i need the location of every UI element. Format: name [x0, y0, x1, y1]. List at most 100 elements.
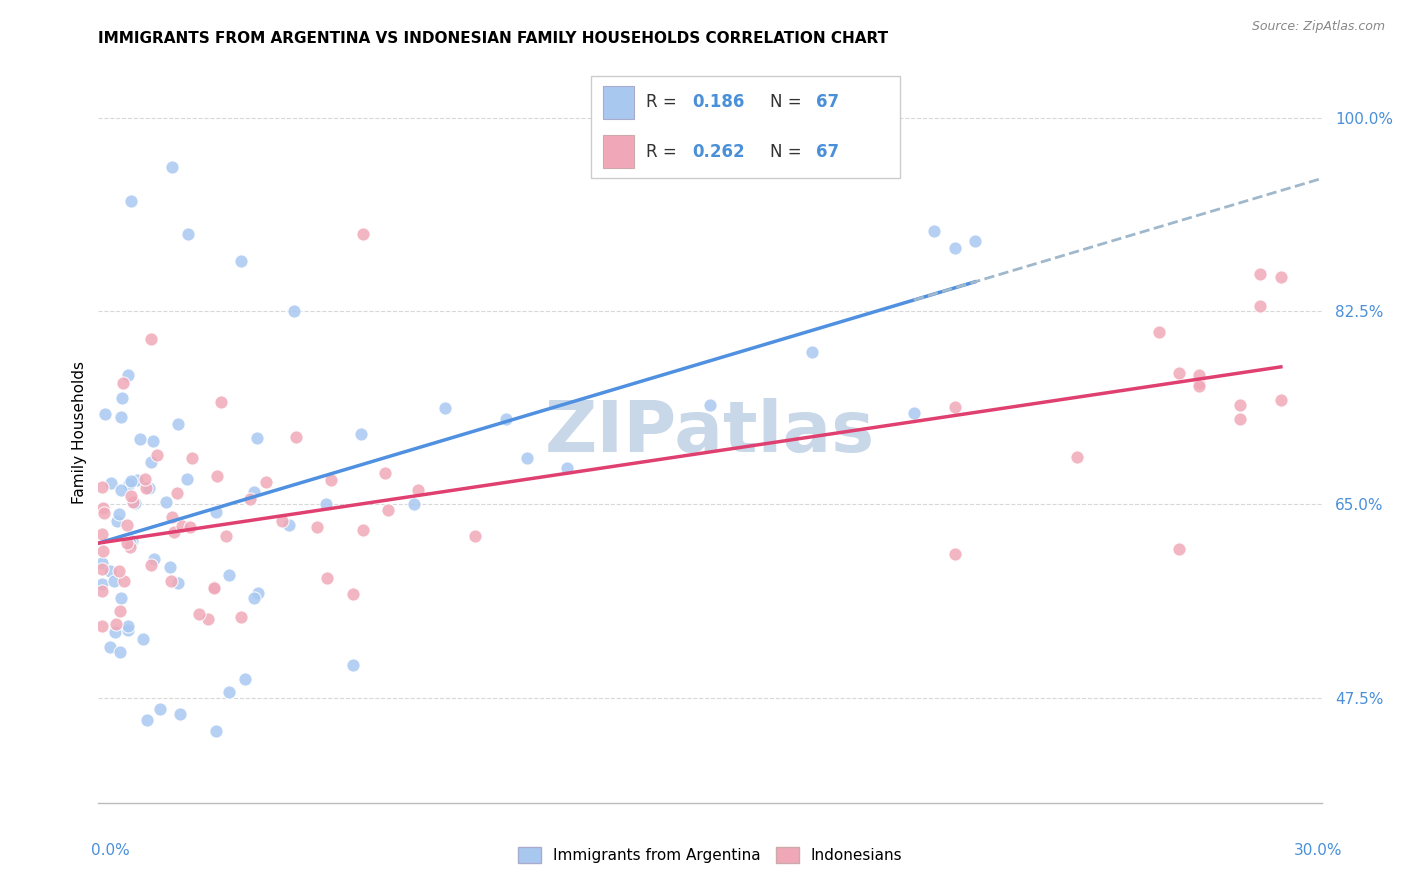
- Text: 67: 67: [817, 94, 839, 112]
- Text: IMMIGRANTS FROM ARGENTINA VS INDONESIAN FAMILY HOUSEHOLDS CORRELATION CHART: IMMIGRANTS FROM ARGENTINA VS INDONESIAN …: [98, 31, 889, 46]
- Point: [129, 432, 152, 446]
- Point: [943, 400, 966, 414]
- Point: [117, 619, 139, 633]
- Point: [218, 685, 240, 699]
- Point: [231, 254, 253, 268]
- Point: [965, 235, 987, 249]
- Point: [120, 194, 142, 208]
- Point: [120, 474, 142, 488]
- Point: [155, 495, 177, 509]
- Point: [283, 304, 305, 318]
- Point: [115, 517, 138, 532]
- Point: [1066, 450, 1088, 464]
- Point: [242, 484, 264, 499]
- Point: [91, 583, 114, 598]
- Point: [404, 498, 426, 512]
- Bar: [603, 136, 634, 168]
- Point: [188, 607, 211, 621]
- Point: [108, 604, 131, 618]
- Point: [1229, 398, 1251, 412]
- Point: [1270, 393, 1292, 408]
- Point: [231, 609, 253, 624]
- Point: [105, 514, 128, 528]
- Point: [104, 624, 127, 639]
- Point: [139, 454, 162, 468]
- Point: [204, 724, 226, 739]
- Point: [1147, 325, 1170, 339]
- Text: ZIPatlas: ZIPatlas: [546, 398, 875, 467]
- Point: [315, 497, 337, 511]
- Point: [134, 472, 156, 486]
- Point: [270, 514, 292, 528]
- Point: [495, 411, 517, 425]
- Point: [801, 345, 824, 359]
- Point: [342, 587, 364, 601]
- Point: [121, 495, 143, 509]
- Point: [202, 581, 225, 595]
- Point: [1249, 299, 1271, 313]
- Point: [243, 591, 266, 605]
- Point: [127, 473, 149, 487]
- Point: [166, 485, 188, 500]
- Bar: [603, 87, 634, 119]
- Point: [132, 632, 155, 647]
- Point: [141, 332, 163, 346]
- Point: [121, 534, 143, 549]
- Point: [342, 658, 364, 673]
- Point: [516, 451, 538, 466]
- Point: [111, 376, 134, 390]
- Point: [177, 227, 200, 241]
- FancyBboxPatch shape: [591, 76, 900, 178]
- Point: [922, 224, 945, 238]
- Text: N =: N =: [770, 143, 807, 161]
- Point: [239, 492, 262, 507]
- Point: [202, 580, 225, 594]
- Point: [159, 560, 181, 574]
- Point: [1188, 379, 1211, 393]
- Point: [205, 505, 228, 519]
- Point: [218, 568, 240, 582]
- Point: [108, 507, 131, 521]
- Point: [215, 529, 238, 543]
- Point: [943, 547, 966, 561]
- Point: [254, 475, 277, 489]
- Point: [205, 468, 228, 483]
- Point: [93, 506, 115, 520]
- Point: [160, 161, 183, 175]
- Point: [209, 395, 232, 409]
- Point: [149, 702, 172, 716]
- Point: [91, 527, 114, 541]
- Legend: Immigrants from Argentina, Indonesians: Immigrants from Argentina, Indonesians: [512, 841, 908, 869]
- Text: 0.186: 0.186: [693, 94, 745, 112]
- Point: [91, 619, 114, 633]
- Point: [91, 562, 114, 576]
- Point: [124, 496, 146, 510]
- Point: [434, 401, 457, 416]
- Point: [352, 523, 374, 537]
- Point: [245, 431, 267, 445]
- Point: [110, 483, 132, 497]
- Y-axis label: Family Households: Family Households: [72, 361, 87, 504]
- Text: 67: 67: [817, 143, 839, 161]
- Point: [167, 575, 190, 590]
- Point: [163, 524, 186, 539]
- Point: [1167, 367, 1189, 381]
- Point: [114, 574, 136, 588]
- Point: [103, 574, 125, 588]
- Text: Source: ZipAtlas.com: Source: ZipAtlas.com: [1251, 20, 1385, 33]
- Point: [117, 623, 139, 637]
- Text: N =: N =: [770, 94, 807, 112]
- Point: [160, 574, 183, 588]
- Point: [305, 520, 328, 534]
- Point: [197, 612, 219, 626]
- Point: [246, 586, 269, 600]
- Point: [100, 476, 122, 491]
- Point: [120, 536, 142, 550]
- Point: [135, 482, 157, 496]
- Text: 30.0%: 30.0%: [1295, 843, 1343, 858]
- Point: [162, 510, 184, 524]
- Point: [98, 640, 121, 654]
- Point: [139, 558, 162, 573]
- Point: [349, 426, 371, 441]
- Point: [903, 406, 925, 420]
